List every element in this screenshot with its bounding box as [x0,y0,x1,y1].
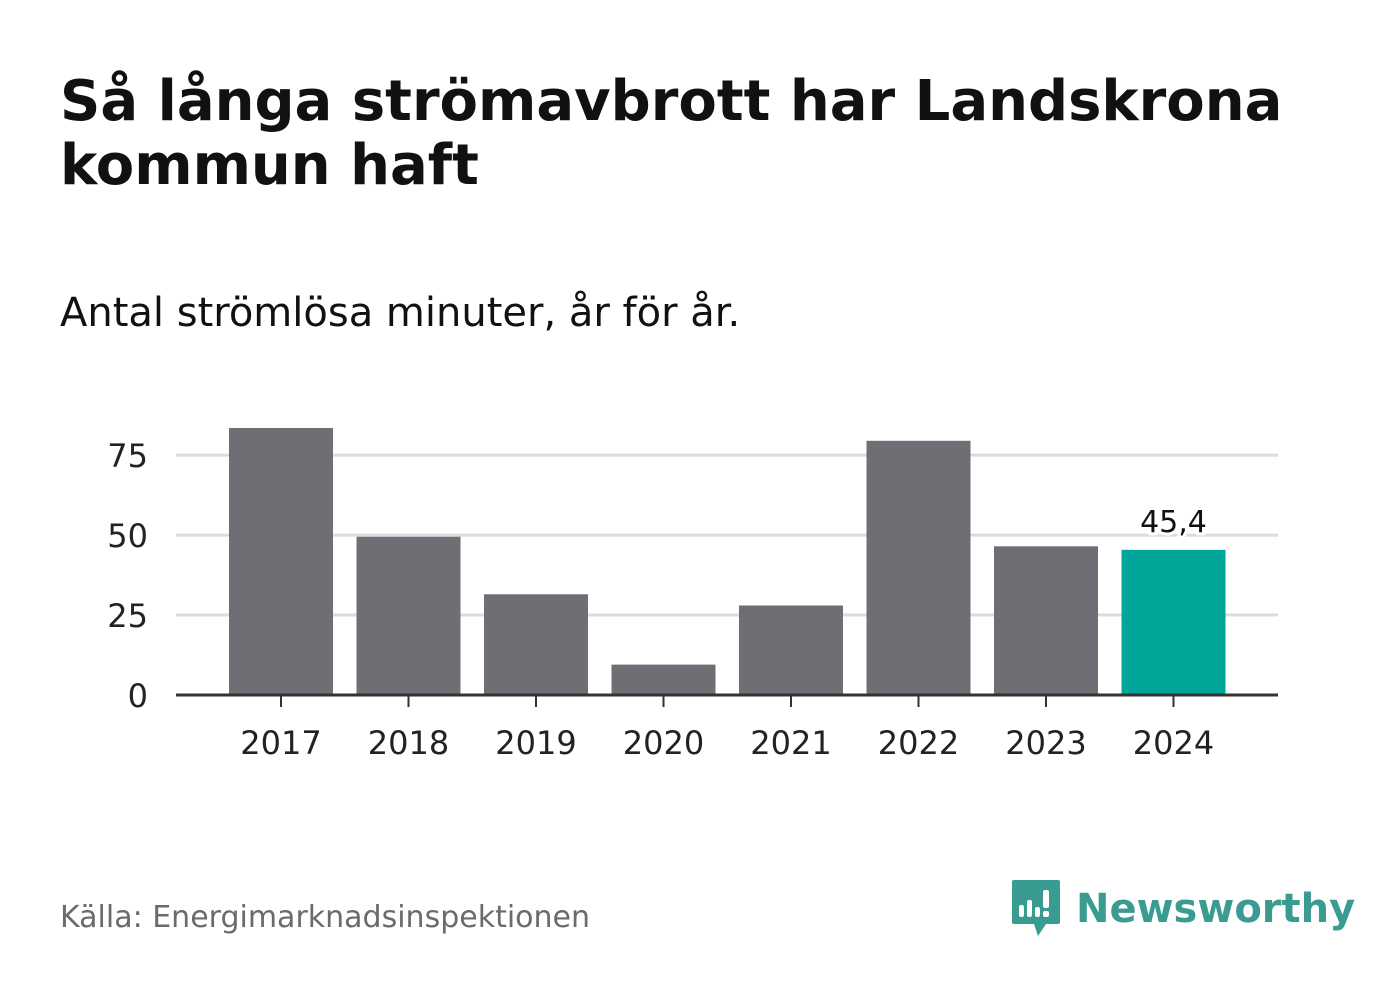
labels: 0 25 50 75 2017 2018 2019 2020 2021 2022 2023 2024 4… [107,437,1214,762]
bar-2023[interactable] [994,546,1098,695]
x-tick-label-2021: 2021 [750,724,831,762]
gridlines [176,453,1278,617]
x-tick-label-2020: 2020 [623,724,704,762]
bar-2017[interactable] [229,427,333,695]
chart-subtitle: Antal strömlösa minuter, år för år. [60,290,741,336]
y-tick-label: 75 [107,437,148,475]
bar-2021[interactable] [739,605,843,695]
x-tick-label-2019: 2019 [495,724,576,762]
y-tick-label: 0 [128,677,148,715]
bar-2019[interactable] [484,594,588,695]
bar-2022[interactable] [866,440,971,695]
brand-name: Newsworthy [1076,886,1356,932]
source-note: Källa: Energimarknadsinspektionen [60,900,591,935]
x-tick-label-2023: 2023 [1005,724,1086,762]
data-label-2024: 45,4 [1140,505,1207,540]
bar-2018[interactable] [356,536,461,695]
newsworthy-logo-icon [1012,880,1060,936]
x-tick-label-2018: 2018 [368,724,449,762]
x-tick-label-2024: 2024 [1133,724,1214,762]
x-tick-label-2017: 2017 [240,724,321,762]
x-tick-label-2022: 2022 [878,724,959,762]
chart-title: Så långa strömavbrott har Landskrona kom… [60,69,1283,198]
bars [229,427,1226,695]
y-tick-label: 25 [107,597,148,635]
brand-logo[interactable]: Newsworthy [1010,878,1355,940]
bar-2024[interactable] [1121,549,1226,695]
y-tick-label: 50 [107,517,148,555]
axes [176,693,1278,707]
bar-2020[interactable] [611,664,716,695]
